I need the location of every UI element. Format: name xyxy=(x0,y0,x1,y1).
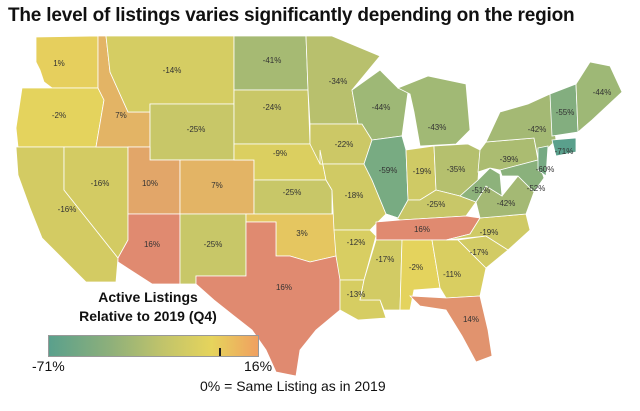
state-label-illinois: -59% xyxy=(379,166,398,175)
state-label-kentucky: -25% xyxy=(427,200,446,209)
state-label-indiana: -19% xyxy=(413,167,432,176)
state-florida[interactable] xyxy=(408,295,493,363)
state-label-ohio: -35% xyxy=(447,165,466,174)
state-label-south-dakota: -24% xyxy=(263,103,282,112)
state-label-mississippi: -17% xyxy=(376,255,395,264)
state-maine[interactable] xyxy=(575,61,623,133)
state-label-california: -16% xyxy=(58,205,77,214)
state-label-arkansas: -12% xyxy=(347,238,366,247)
chart-title: The level of listings varies significant… xyxy=(8,5,575,26)
state-south-dakota[interactable] xyxy=(233,89,311,145)
state-label-washington: 1% xyxy=(53,59,65,68)
legend-title-line1: Active Listings xyxy=(98,289,198,305)
state-label-north-carolina: -19% xyxy=(480,228,499,237)
state-north-carolina[interactable] xyxy=(445,213,531,251)
legend-max-label: 16% xyxy=(244,358,273,374)
state-label-wisconsin: -44% xyxy=(372,103,391,112)
state-label-oklahoma: 3% xyxy=(296,229,308,238)
footnote: 0% = Same Listing as in 2019 xyxy=(200,378,386,394)
state-west-virginia[interactable] xyxy=(459,167,503,203)
state-label-south-carolina: -17% xyxy=(470,248,489,257)
state-washington[interactable] xyxy=(35,35,99,89)
state-label-maryland: -52% xyxy=(527,184,546,193)
state-connecticut[interactable] xyxy=(551,137,577,157)
state-label-florida: 14% xyxy=(463,315,479,324)
state-label-tennessee: 16% xyxy=(414,225,430,234)
state-label-new-jersey: -60% xyxy=(536,165,555,174)
state-label-new-mexico: -25% xyxy=(204,240,223,249)
state-shapes xyxy=(15,35,623,377)
state-value-labels: 1% -2% -16% -16% 7% -14% -25% 10% 7% 16% -25% -41% -… xyxy=(52,56,611,324)
state-michigan[interactable] xyxy=(397,75,471,147)
state-label-pennsylvania: -39% xyxy=(500,155,519,164)
state-label-virginia: -42% xyxy=(497,199,516,208)
state-label-montana: -14% xyxy=(163,66,182,75)
state-label-alabama: -2% xyxy=(409,263,423,272)
state-label-minnesota: -34% xyxy=(329,77,348,86)
state-label-wyoming: -25% xyxy=(187,125,206,134)
state-kansas[interactable] xyxy=(253,179,333,215)
state-label-new-york: -42% xyxy=(528,125,547,134)
legend-min-label: -71% xyxy=(32,358,65,374)
state-label-georgia: -11% xyxy=(443,270,461,279)
state-label-louisiana: -13% xyxy=(347,290,366,299)
state-label-idaho: 7% xyxy=(115,111,127,120)
legend-zero-marker xyxy=(218,348,221,356)
state-new-jersey[interactable] xyxy=(537,145,549,177)
state-label-oregon: -2% xyxy=(52,111,66,120)
state-label-nebraska: -9% xyxy=(273,149,287,158)
state-label-arizona: 16% xyxy=(144,240,160,249)
state-label-iowa: -22% xyxy=(335,140,354,149)
state-label-kansas: -25% xyxy=(283,188,302,197)
legend-title: Active Listings Relative to 2019 (Q4) xyxy=(58,288,238,326)
state-label-utah: 10% xyxy=(142,179,158,188)
state-texas[interactable] xyxy=(195,221,341,377)
state-label-vermont-new-hampshire: -55% xyxy=(556,108,575,117)
state-label-north-dakota: -41% xyxy=(263,56,282,65)
state-label-maine: -44% xyxy=(593,88,612,97)
state-label-nevada: -16% xyxy=(91,179,110,188)
state-label-connecticut: -71% xyxy=(555,147,574,156)
legend-title-line2: Relative to 2019 (Q4) xyxy=(79,308,217,324)
state-label-michigan: -43% xyxy=(428,123,447,132)
state-new-mexico[interactable] xyxy=(179,213,247,285)
state-label-colorado: 7% xyxy=(211,181,223,190)
legend-color-scale xyxy=(48,335,259,357)
state-label-texas: 16% xyxy=(276,283,292,292)
state-label-west-virginia: -51% xyxy=(472,186,491,195)
state-label-missouri: -18% xyxy=(345,191,364,200)
